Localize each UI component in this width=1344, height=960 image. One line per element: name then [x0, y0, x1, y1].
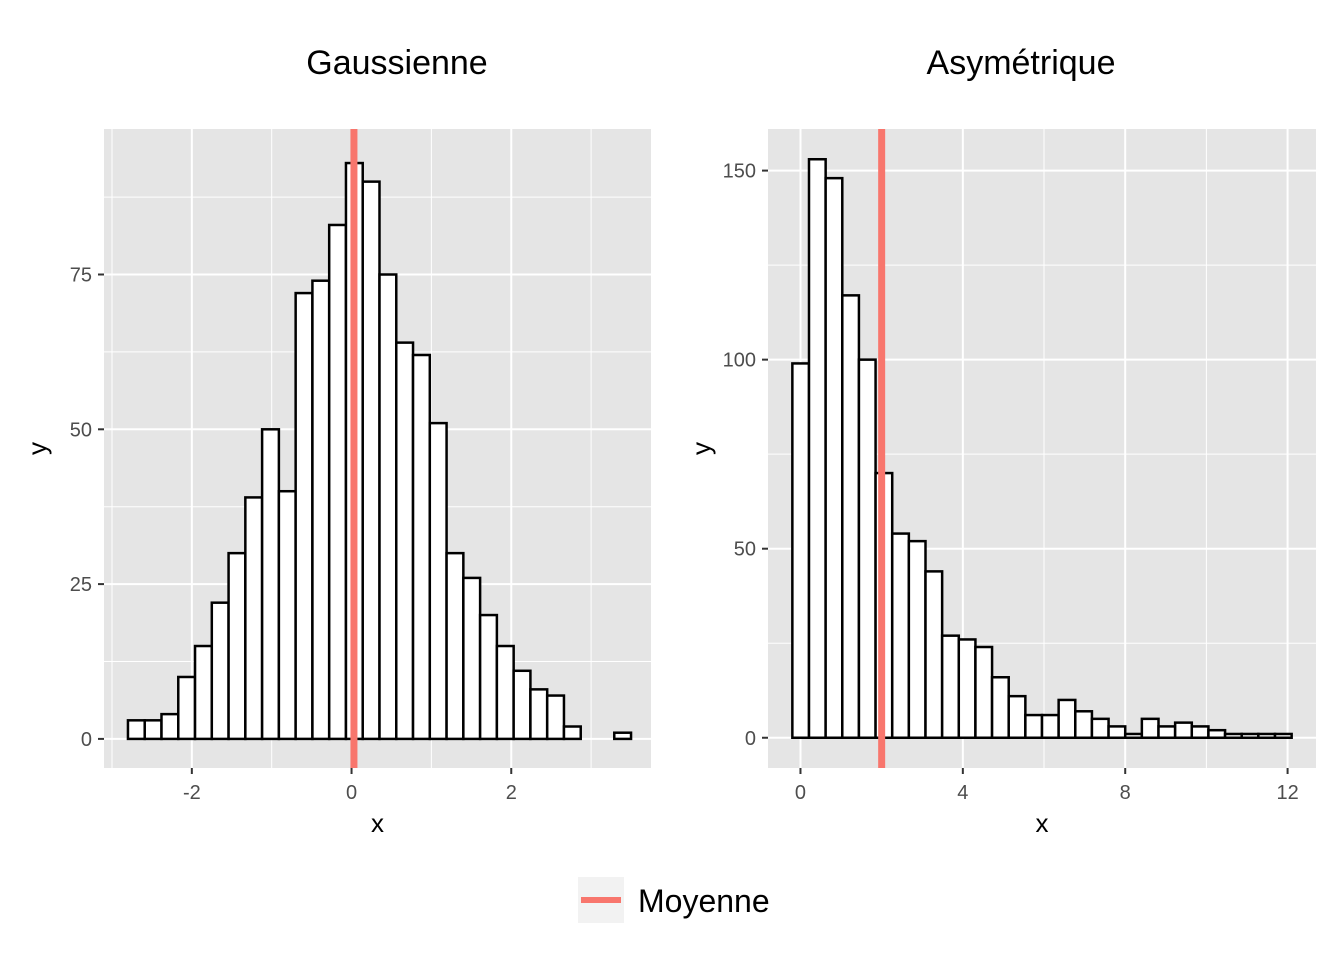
histogram-bar — [791, 362, 811, 740]
histogram-bar — [478, 613, 499, 741]
panel-title: Gaussienne — [306, 44, 487, 82]
legend: Moyenne — [578, 877, 770, 923]
histogram-bar — [227, 551, 247, 741]
histogram-bar — [1240, 732, 1260, 740]
histogram-bar — [957, 638, 977, 740]
histogram-bar — [378, 273, 398, 741]
histogram-bar — [1190, 725, 1210, 740]
histogram-bar — [1024, 713, 1044, 740]
histogram-bar — [294, 291, 314, 741]
histogram-bar — [940, 634, 961, 740]
histogram-bar — [857, 358, 877, 740]
histogram-bar — [445, 551, 465, 741]
y-tick-label: 100 — [723, 350, 756, 372]
histogram-bar — [562, 725, 582, 741]
histogram-bar — [210, 601, 230, 741]
histogram-bar — [311, 279, 331, 741]
y-tick-label: 50 — [734, 539, 756, 561]
y-axis-title: y — [686, 442, 716, 455]
histogram-bar — [890, 532, 911, 740]
histogram-bar — [529, 688, 549, 741]
histogram-bar — [1123, 732, 1144, 740]
histogram-bar — [1207, 728, 1227, 740]
histogram-bar — [361, 180, 381, 741]
histogram-bar — [495, 644, 515, 741]
histogram-bar — [613, 731, 633, 741]
x-tick-label: 2 — [506, 782, 517, 804]
histogram-bar — [990, 676, 1010, 740]
histogram-bar — [193, 644, 214, 741]
x-tick-label: 0 — [346, 782, 357, 804]
y-tick-label: 75 — [70, 265, 92, 287]
histogram-bar — [327, 223, 348, 741]
histogram-bar — [1040, 713, 1060, 740]
histogram-bar — [545, 694, 566, 741]
histogram-bar — [395, 341, 415, 741]
histogram-bar — [1074, 710, 1094, 740]
histogram-bar — [277, 489, 297, 741]
histogram-bar — [1173, 721, 1194, 740]
x-tick-label: 4 — [957, 782, 968, 804]
histogram-bar — [126, 719, 146, 741]
x-tick-label: 8 — [1120, 782, 1131, 804]
histogram-bar — [907, 539, 927, 740]
y-tick-label: 50 — [70, 419, 92, 441]
histogram-bar — [177, 675, 197, 741]
histogram-bar — [1057, 698, 1077, 740]
x-axis-title: x — [1036, 808, 1049, 838]
y-axis-title: y — [22, 442, 52, 455]
histogram-bar — [1090, 717, 1110, 740]
y-tick-label: 150 — [723, 161, 756, 183]
y-tick-label: 0 — [81, 729, 92, 751]
histogram-bar — [1107, 725, 1127, 740]
histogram-bar — [974, 645, 994, 740]
legend-label: Moyenne — [638, 883, 770, 919]
histogram-bar — [841, 294, 861, 740]
x-tick-label: -2 — [183, 782, 201, 804]
x-tick-label: 12 — [1276, 782, 1298, 804]
histogram-bar — [1007, 694, 1027, 740]
histogram-bar — [428, 421, 448, 741]
histogram-bar — [824, 176, 844, 740]
histogram-bar — [411, 353, 432, 741]
histogram-bar — [1223, 732, 1243, 740]
histogram-bar — [260, 428, 281, 741]
histogram-bar — [807, 157, 827, 740]
histogram-bar — [143, 719, 163, 741]
y-tick-label: 0 — [745, 728, 756, 750]
histogram-bar — [244, 496, 264, 741]
panel-title: Asymétrique — [927, 44, 1116, 82]
x-axis-title: x — [371, 808, 384, 838]
panel-gaussienne: -2 0 2 0 25 50 75 Gaussienne x y — [22, 44, 651, 838]
panel-asymetrique: 0 4 8 12 0 50 100 150 Asymétrique x y — [686, 44, 1316, 838]
histogram-bar — [1157, 725, 1177, 740]
y-tick-label: 25 — [70, 574, 92, 596]
x-tick-label: 0 — [795, 782, 806, 804]
histogram-bar — [1140, 717, 1160, 740]
histogram-bar — [160, 712, 180, 741]
histogram-bar — [924, 570, 944, 740]
histogram-bar — [1257, 732, 1277, 740]
histogram-bar — [512, 669, 532, 741]
histogram-bar — [462, 576, 482, 741]
histogram-bar — [1273, 732, 1293, 740]
